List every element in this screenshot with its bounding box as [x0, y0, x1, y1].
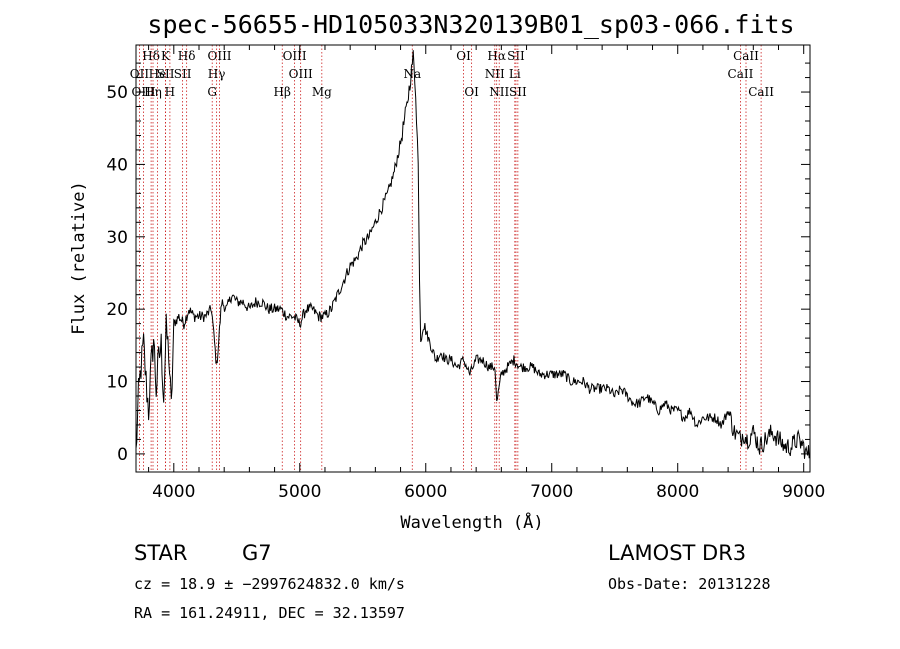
x-axis-label: Wavelength (Å) [400, 511, 543, 533]
spectral-line-label-22: NII [489, 85, 509, 99]
spectral-line-label-6: SII [157, 67, 175, 81]
y-tick-label-3: 30 [106, 228, 128, 248]
observation-date: Obs-Date: 20131228 [608, 575, 771, 593]
spectral-line-label-16: Mg [312, 85, 332, 99]
object-subclass: G7 [242, 541, 272, 565]
spectral-line-label-25: SII [509, 85, 527, 99]
x-tick-label-3: 7000 [530, 482, 573, 502]
object-class: STAR [134, 541, 187, 565]
x-tick-label-5: 9000 [782, 482, 825, 502]
spectral-line-label-24: Li [509, 67, 521, 81]
y-tick-label-0: 0 [117, 445, 128, 465]
spectral-line-label-10: OIII [207, 49, 231, 63]
survey-name: LAMOST DR3 [608, 541, 746, 565]
spectral-line-label-9: SII [174, 67, 192, 81]
flux-line [135, 50, 811, 459]
flux-series [135, 50, 811, 459]
spectral-line-label-12: G [207, 85, 217, 99]
spectral-line-label-20: Hα [487, 49, 506, 63]
spectral-line-label-21: NII [485, 67, 505, 81]
spectral-line-label-26: CaII [733, 49, 759, 63]
plot-frame [135, 44, 811, 473]
spectral-line-label-8: Hδ [178, 49, 196, 63]
axis-ticks: 4000 5000 6000 7000 8000 9000 0 10 20 30 40 50 [106, 45, 825, 502]
spectral-line-label-4: Hη [144, 85, 162, 99]
spectral-line-label-17: Na [403, 67, 421, 81]
spectral-line-label-7: H [165, 85, 175, 99]
spectral-line-label-28: CaII [748, 85, 774, 99]
spectral-line-label-27: CaII [728, 67, 754, 81]
y-tick-label-2: 20 [106, 300, 128, 320]
x-tick-label-2: 6000 [404, 482, 447, 502]
spectral-line-label-0: Hδ [142, 49, 160, 63]
y-axis-label: Flux (relative) [69, 181, 89, 335]
spectral-line-label-15: OIII [289, 67, 313, 81]
spectral-line-label-11: Hγ [208, 67, 226, 81]
spectral-line-label-1: OII [130, 67, 150, 81]
spectral-line-label-13: Hβ [274, 85, 291, 99]
coordinates: RA = 161.24911, DEC = 32.13597 [134, 604, 405, 622]
x-tick-label-0: 4000 [152, 482, 195, 502]
spectral-line-label-19: OI [464, 85, 479, 99]
y-tick-label-5: 50 [106, 83, 128, 103]
x-tick-label-4: 8000 [656, 482, 699, 502]
spectral-line-label-23: SII [507, 49, 525, 63]
spectral-line-label-14: OIII [283, 49, 307, 63]
redshift-readout: cz = 18.9 ± −2997624832.0 km/s [134, 575, 405, 593]
y-tick-label-1: 10 [106, 373, 128, 393]
chart-title: spec-56655-HD105033N320139B01_sp03-066.f… [147, 10, 794, 39]
y-tick-label-4: 40 [106, 155, 128, 175]
spectral-line-label-18: OI [456, 49, 471, 63]
x-tick-label-1: 5000 [278, 482, 321, 502]
